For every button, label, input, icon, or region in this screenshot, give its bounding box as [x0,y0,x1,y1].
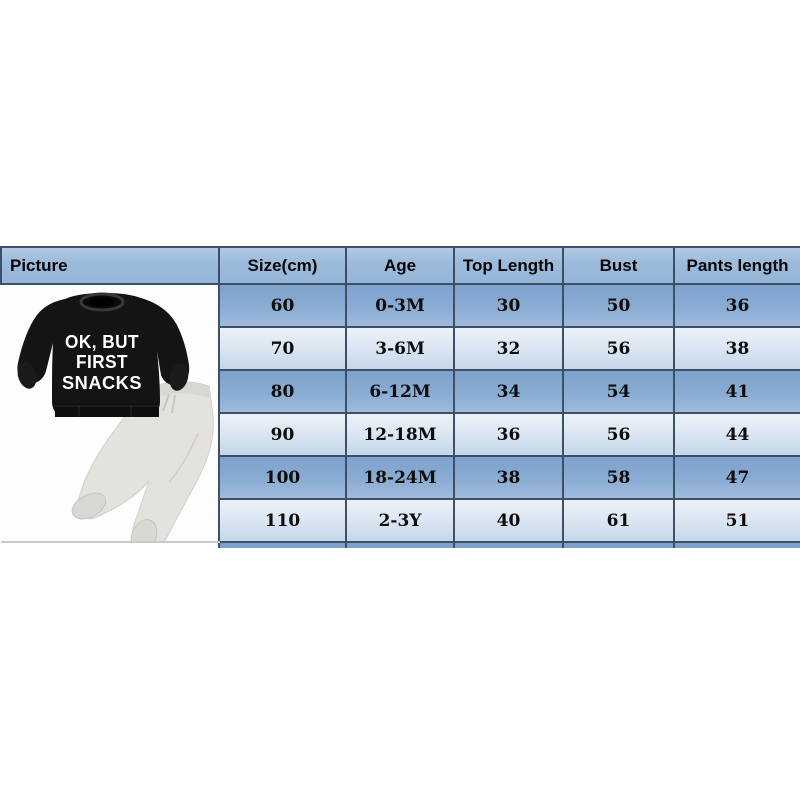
cell-top-length: 36 [453,412,564,457]
pants-left-cuff [71,492,107,520]
cell-age: 0-3M [345,283,455,328]
column-header-bust: Bust [562,246,675,285]
cell-bust: 50 [562,283,675,328]
table-row: OK, BUT FIRST SNACKS 60 0-3M 30 50 36 [1,283,800,543]
sweatshirt-hem [55,404,159,417]
table-row: 70 3-6M 32 56 38 [1,326,800,371]
header-row: Picture Size(cm) Age Top Length Bust Pan… [0,246,800,285]
sweatshirt-left-cuff [17,361,37,389]
cell-size: 90 [218,412,347,457]
cell-pants-length: 44 [673,412,800,457]
cell-top-length: 38 [453,455,564,500]
cell-age: 3-6M [345,326,455,371]
table-row: 80 6-12M 34 54 41 [1,369,800,414]
size-chart-table: Picture Size(cm) Age Top Length Bust Pan… [0,246,800,548]
cell-pants-length: 36 [673,283,800,328]
cell-bust: 61 [562,498,675,543]
cell-size: 70 [218,326,347,371]
sliver-cell [673,541,800,548]
sweatshirt-right-cuff [169,363,189,391]
cell-bust: 58 [562,455,675,500]
cell-top-length: 34 [453,369,564,414]
cell-pants-length: 51 [673,498,800,543]
sliver-cell [562,541,675,548]
cell-age: 2-3Y [345,498,455,543]
cell-age: 12-18M [345,412,455,457]
cell-pants-length: 47 [673,455,800,500]
table-row: 90 12-18M 36 56 44 [1,412,800,457]
column-header-picture: Picture [0,246,220,285]
sliver-cell [345,541,455,548]
column-header-pants-length: Pants length [673,246,800,285]
column-header-size: Size(cm) [218,246,347,285]
cell-top-length: 32 [453,326,564,371]
table-row: 100 18-24M 38 58 47 [1,455,800,500]
cell-pants-length: 41 [673,369,800,414]
cell-age: 6-12M [345,369,455,414]
product-photo-cell: OK, BUT FIRST SNACKS [1,283,220,543]
product-photo: OK, BUT FIRST SNACKS [17,292,214,540]
sweatshirt-graphic: OK, BUT FIRST SNACKS [17,292,190,417]
cell-size: 60 [218,283,347,328]
cell-pants-length: 38 [673,326,800,371]
pants-drawstring [162,393,176,414]
cell-size: 100 [218,455,347,500]
hem-stitching [55,405,159,417]
pants-right-cuff [130,519,158,540]
cell-top-length: 30 [453,283,564,328]
cell-bust: 56 [562,326,675,371]
sliver-cell [218,541,347,548]
pants-waistband [147,382,210,400]
pants-graphic [71,381,214,540]
cell-size: 80 [218,369,347,414]
cell-bust: 56 [562,412,675,457]
collar-inner [89,297,115,307]
column-header-top-length: Top Length [453,246,564,285]
cell-bust: 54 [562,369,675,414]
table-row-partial-cutoff [1,541,800,548]
sliver-cell [453,541,564,548]
shirt-text-line-1: OK, BUT [65,332,139,352]
cell-size: 110 [218,498,347,543]
shirt-text-line-2: FIRST [76,352,128,372]
shirt-text-line-3: SNACKS [62,373,142,393]
pants-pocket-seam [168,432,199,483]
cell-top-length: 40 [453,498,564,543]
table-row: 110 2-3Y 40 61 51 [1,498,800,543]
sliver-blank-cell [1,542,219,548]
column-header-age: Age [345,246,455,285]
cell-age: 18-24M [345,455,455,500]
